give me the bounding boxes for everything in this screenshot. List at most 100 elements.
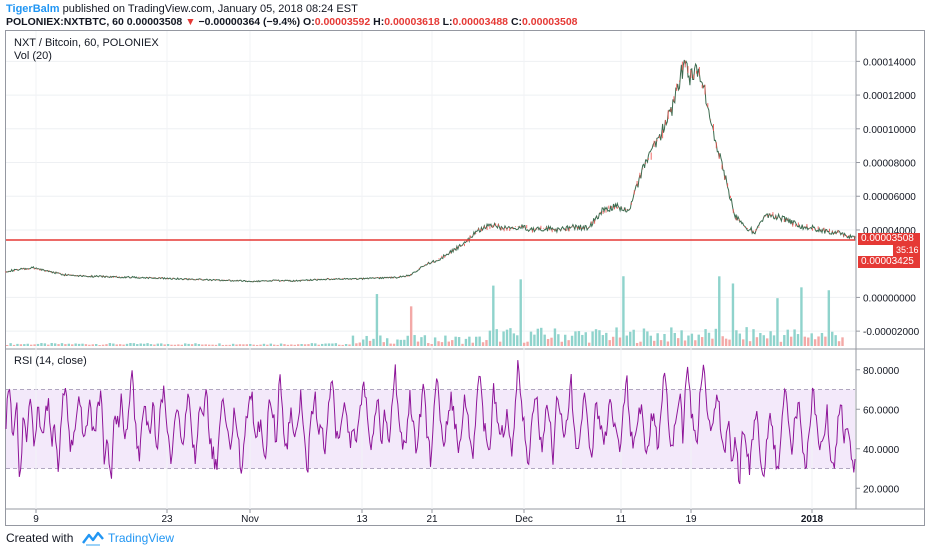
volume-bar [533,334,536,346]
volume-bar [286,344,290,346]
volume-bar [88,344,91,346]
volume-bar [495,329,498,346]
volume-bar [84,344,88,346]
author-link[interactable]: TigerBalm [6,3,60,15]
volume-bar [266,344,269,346]
chart-frame [5,30,925,526]
volume-bar [132,343,136,346]
price-down-wicks [5,60,856,282]
volume-bar [670,327,673,346]
volume-bar [673,332,676,346]
volume-bar [423,335,427,346]
rsi-pane-title: RSI (14, close) [14,355,87,367]
volume-bar [427,343,430,346]
volume-bar [635,342,639,346]
volume-bar [290,344,293,346]
volume-bar [793,329,796,346]
last-price: 0.00003508 [126,16,183,28]
volume-bar [67,343,71,346]
volume-bar [194,343,197,346]
volume-bar [50,343,53,346]
volume-bar [95,344,98,346]
rsi-tick-label: 20.0000 [863,484,900,495]
volume-bars [6,276,844,346]
volume-bar [718,276,721,346]
volume-bar [142,343,146,346]
volume-bar [803,336,807,346]
price-tick-label: 0.00014000 [863,57,916,68]
volume-bar [379,335,382,346]
volume-bar [735,330,738,346]
volume-bar [498,341,502,346]
volume-bar [351,335,355,346]
volume-bar [118,344,122,346]
volume-bar [211,344,214,346]
volume-bar [509,328,512,346]
volume-bar [731,283,735,346]
volume-bar [800,287,803,346]
publish-info: published on TradingView.com, January 05… [59,3,358,15]
symbol-label[interactable]: POLONIEX:NXTBTC, 60 [6,16,124,28]
volume-bar [464,338,468,346]
volume-bar [242,344,245,346]
volume-bar [385,338,389,346]
volume-bar [834,335,837,346]
volume-bar [642,328,646,346]
open-value: 0.00003592 [314,16,371,28]
low-price-tag: 0.00003425 [858,256,920,268]
volume-bar [755,337,759,346]
volume-bar [697,334,700,346]
chart-header: TigerBalm published on TradingView.com, … [0,0,932,30]
volume-bar [399,339,403,346]
volume-bar [430,343,433,346]
volume-bar [225,344,228,346]
volume-bar [129,343,132,346]
volume-bar [53,343,57,346]
volume-bar [221,344,225,346]
volume-bar [279,343,283,346]
volume-bar [745,327,748,346]
volume-bar [262,343,266,346]
volume-bar [43,343,47,346]
volume-bar [752,329,755,346]
volume-bar [375,294,379,346]
volume-bar [587,342,591,346]
volume-bar [543,334,546,346]
volume-bar [574,331,577,346]
volume-bar [831,331,834,346]
created-with-label: Created with [6,531,74,545]
volume-bar [355,343,358,346]
time-tick-label: 2018 [801,514,824,525]
volume-bar [683,340,687,346]
volume-bar [820,332,824,346]
volume-bar [235,344,238,346]
volume-bar [160,343,163,346]
tradingview-logo-icon[interactable] [82,530,104,546]
volume-bar [570,335,574,346]
volume-bar [382,342,385,346]
low-value: 0.00003488 [452,16,509,28]
volume-bar [776,298,779,346]
rsi-series-line [5,360,856,485]
volume-bar [813,339,817,346]
volume-bar [341,344,344,346]
volume-bar [779,341,783,346]
volume-bar [320,343,324,346]
volume-bar [139,343,142,346]
volume-bar [327,343,331,346]
tradingview-link[interactable]: TradingView [108,531,175,545]
volume-bar [146,343,149,346]
volume-bar [841,337,844,346]
high-label: H: [373,16,385,28]
price-tick-label: 0.00004000 [863,226,916,237]
volume-bar [711,338,714,346]
volume-bar [348,344,351,346]
volume-bar [149,344,153,346]
volume-bar [807,337,810,346]
volume-bar [605,332,608,346]
volume-bar [796,334,800,346]
price-tick-label: 0.00010000 [863,125,916,136]
volume-bar [125,343,129,346]
volume-bar [74,343,77,346]
